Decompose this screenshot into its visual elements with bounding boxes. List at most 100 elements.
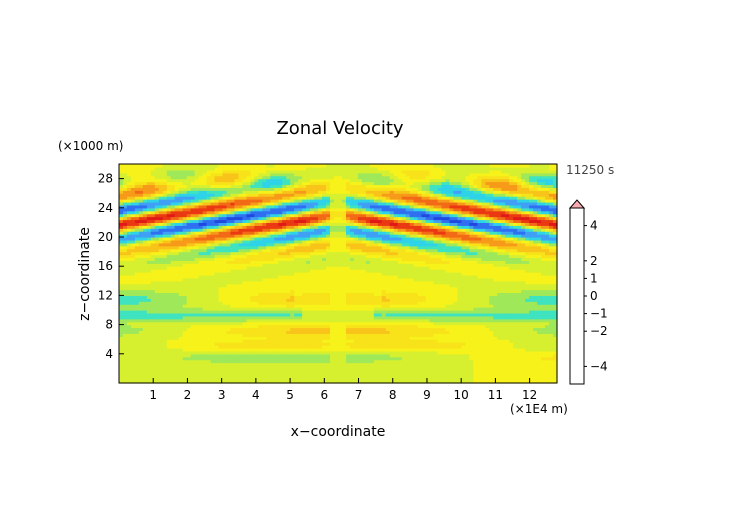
- heatmap-cell: [126, 207, 132, 212]
- heatmap-cell: [154, 196, 160, 200]
- heatmap-cell: [138, 318, 144, 323]
- heatmap-cell: [150, 193, 156, 197]
- heatmap-cell: [214, 295, 220, 299]
- heatmap-cell: [357, 199, 363, 203]
- heatmap-cell: [154, 272, 160, 276]
- heatmap-cell: [322, 347, 327, 352]
- heatmap-cell: [206, 377, 212, 381]
- heatmap-cell: [282, 269, 287, 273]
- heatmap-cell: [150, 260, 156, 264]
- heatmap-cell: [194, 251, 200, 256]
- heatmap-cell: [214, 187, 220, 191]
- heatmap-cell: [246, 190, 251, 194]
- heatmap-cell: [290, 324, 295, 329]
- heatmap-cell: [381, 327, 387, 332]
- heatmap-cell: [162, 263, 168, 267]
- heatmap-cell: [226, 190, 232, 194]
- heatmap-cell: [150, 254, 156, 259]
- heatmap-cell: [138, 310, 144, 314]
- heatmap-cell: [226, 269, 232, 273]
- heatmap-cell: [250, 292, 255, 296]
- heatmap-cell: [306, 190, 311, 194]
- heatmap-cell: [294, 164, 299, 168]
- heatmap-cell: [190, 164, 196, 168]
- heatmap-cell: [174, 204, 180, 209]
- heatmap-cell: [302, 207, 307, 212]
- heatmap-cell: [365, 204, 371, 209]
- heatmap-cell: [373, 199, 379, 203]
- heatmap-cell: [214, 210, 220, 215]
- heatmap-cell: [373, 263, 379, 267]
- heatmap-cell: [266, 315, 271, 320]
- heatmap-cell: [338, 286, 343, 291]
- heatmap-cell: [218, 242, 224, 247]
- heatmap-cell: [166, 368, 172, 372]
- heatmap-cell: [194, 365, 200, 369]
- heatmap-cell: [338, 242, 343, 247]
- heatmap-cell: [134, 283, 140, 288]
- heatmap-cell: [186, 298, 192, 302]
- heatmap-cell: [318, 216, 323, 221]
- heatmap-cell: [186, 239, 192, 244]
- heatmap-cell: [210, 347, 216, 352]
- heatmap-cell: [341, 263, 347, 267]
- heatmap-cell: [246, 219, 251, 223]
- heatmap-cell: [254, 210, 259, 215]
- heatmap-cell: [214, 260, 220, 264]
- heatmap-cell: [146, 175, 152, 180]
- heatmap-cell: [222, 164, 228, 168]
- heatmap-cell: [298, 368, 303, 372]
- heatmap-cell: [330, 321, 335, 326]
- heatmap-cell: [314, 178, 319, 183]
- heatmap-cell: [186, 286, 192, 291]
- heatmap-cell: [286, 210, 291, 215]
- heatmap-cell: [270, 374, 275, 378]
- heatmap-cell: [278, 254, 283, 259]
- heatmap-cell: [198, 242, 204, 247]
- heatmap-cell: [254, 239, 259, 244]
- heatmap-cell: [210, 199, 216, 203]
- heatmap-cell: [206, 371, 212, 375]
- heatmap-cell: [126, 280, 132, 285]
- heatmap-cell: [162, 301, 168, 305]
- heatmap-cell: [130, 324, 136, 329]
- heatmap-cell: [158, 353, 164, 358]
- heatmap-cell: [246, 359, 251, 364]
- heatmap-cell: [294, 312, 299, 317]
- heatmap-cell: [222, 365, 228, 369]
- heatmap-cell: [326, 377, 331, 381]
- heatmap-cell: [210, 380, 216, 384]
- heatmap-cell: [290, 242, 295, 247]
- heatmap-cell: [349, 368, 355, 372]
- heatmap-cell: [138, 216, 144, 221]
- heatmap-cell: [278, 187, 283, 191]
- heatmap-cell: [365, 266, 371, 270]
- heatmap-cell: [158, 248, 164, 253]
- heatmap-cell: [334, 231, 339, 235]
- heatmap-cell: [166, 190, 172, 194]
- heatmap-cell: [369, 310, 375, 314]
- heatmap-cell: [294, 304, 299, 308]
- heatmap-cell: [318, 175, 323, 180]
- heatmap-cell: [178, 310, 184, 314]
- heatmap-cell: [286, 280, 291, 285]
- heatmap-cell: [126, 377, 132, 381]
- heatmap-cell: [322, 324, 327, 329]
- heatmap-cell: [154, 260, 160, 264]
- heatmap-cell: [345, 333, 351, 337]
- heatmap-cell: [258, 199, 263, 203]
- heatmap-cell: [206, 169, 212, 174]
- heatmap-cell: [361, 234, 367, 238]
- heatmap-cell: [119, 254, 124, 259]
- heatmap-cell: [258, 307, 263, 311]
- heatmap-cell: [238, 225, 244, 229]
- heatmap-cell: [334, 248, 339, 253]
- heatmap-cell: [166, 260, 172, 264]
- heatmap-cell: [130, 219, 136, 223]
- heatmap-cell: [218, 289, 224, 294]
- heatmap-cell: [166, 239, 172, 244]
- heatmap-cell: [194, 196, 200, 200]
- heatmap-cell: [250, 283, 255, 288]
- heatmap-cell: [206, 222, 212, 226]
- heatmap-cell: [294, 196, 299, 200]
